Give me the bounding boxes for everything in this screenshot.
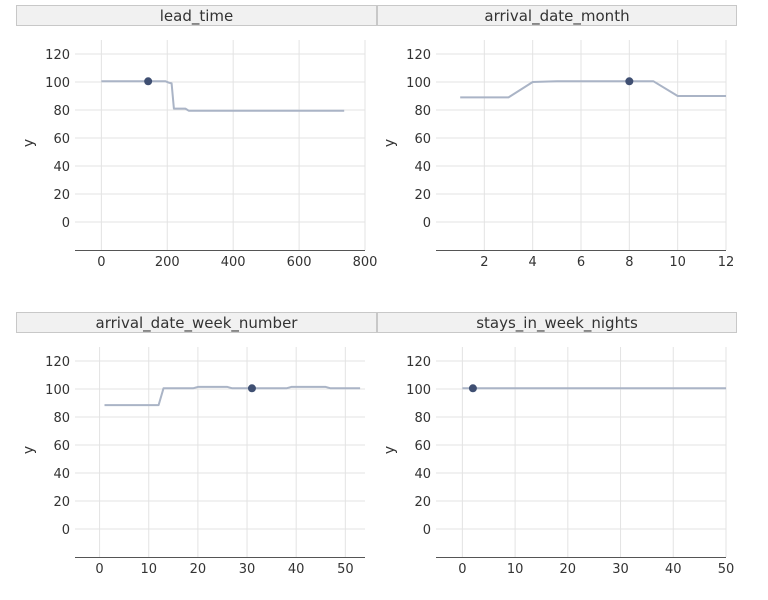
y-axis-label: y <box>21 139 37 147</box>
x-tick-label: 10 <box>669 255 686 270</box>
y-axis-label: y <box>21 446 37 454</box>
x-tick-label: 20 <box>560 562 577 577</box>
y-tick-label: 0 <box>423 523 431 538</box>
x-tick-label: 2 <box>480 255 488 270</box>
y-tick-label: 60 <box>53 439 70 454</box>
x-tick-label: 800 <box>353 255 378 270</box>
y-tick-label: 80 <box>53 104 70 119</box>
x-tick-label: 50 <box>337 562 354 577</box>
y-tick-label: 80 <box>414 104 431 119</box>
chart-panel-4: stays_in_week_nights 0 10 20 30 40 50 0 20 40 60 80… <box>377 312 737 577</box>
facet-strip <box>377 312 737 333</box>
x-tick-label: 200 <box>155 255 180 270</box>
x-tick-label: 600 <box>287 255 312 270</box>
y-tick-label: 40 <box>53 160 70 175</box>
highlight-point <box>625 77 634 86</box>
facet-strip <box>377 5 737 26</box>
facet-title: arrival_date_week_number <box>96 314 299 333</box>
y-tick-label: 20 <box>414 188 431 203</box>
y-tick-label: 0 <box>62 216 70 231</box>
y-axis-label: y <box>382 446 398 454</box>
x-tick-label: 40 <box>288 562 305 577</box>
y-tick-label: 40 <box>53 467 70 482</box>
y-tick-label: 60 <box>414 439 431 454</box>
y-tick-label: 40 <box>414 160 431 175</box>
y-tick-label: 60 <box>414 132 431 147</box>
x-tick-label: 6 <box>577 255 585 270</box>
x-tick-label: 30 <box>612 562 629 577</box>
x-tick-label: 0 <box>458 562 466 577</box>
x-tick-label: 40 <box>665 562 682 577</box>
facet-title: stays_in_week_nights <box>476 314 638 333</box>
x-tick-label: 10 <box>507 562 524 577</box>
y-tick-label: 100 <box>45 76 70 91</box>
y-tick-label: 20 <box>414 495 431 510</box>
series-line <box>104 385 361 407</box>
series-line <box>460 80 726 99</box>
y-tick-label: 120 <box>406 48 431 63</box>
y-tick-label: 0 <box>62 523 70 538</box>
y-tick-label: 100 <box>406 76 431 91</box>
y-tick-label: 20 <box>53 495 70 510</box>
chart-panel-1: lead_time 0 200 400 600 800 0 20 40 60 80 100 120 y <box>16 5 378 270</box>
x-tick-label: 12 <box>718 255 735 270</box>
y-tick-label: 80 <box>414 411 431 426</box>
x-tick-label: 10 <box>140 562 157 577</box>
y-tick-label: 20 <box>53 188 70 203</box>
y-tick-label: 120 <box>45 355 70 370</box>
x-tick-label: 0 <box>97 255 105 270</box>
x-tick-label: 30 <box>239 562 256 577</box>
y-tick-label: 80 <box>53 411 70 426</box>
facet-title: arrival_date_month <box>484 7 629 26</box>
y-tick-label: 0 <box>423 216 431 231</box>
highlight-point <box>468 384 477 393</box>
y-tick-label: 100 <box>406 383 431 398</box>
x-tick-label: 20 <box>190 562 207 577</box>
facet-strip <box>16 312 377 333</box>
y-tick-label: 100 <box>45 383 70 398</box>
facet-title: lead_time <box>160 7 234 26</box>
y-tick-label: 120 <box>406 355 431 370</box>
y-tick-label: 120 <box>45 48 70 63</box>
y-tick-label: 60 <box>53 132 70 147</box>
x-tick-label: 8 <box>625 255 633 270</box>
x-tick-label: 0 <box>95 562 103 577</box>
x-tick-label: 400 <box>221 255 246 270</box>
highlight-point <box>247 384 256 393</box>
x-tick-label: 50 <box>718 562 735 577</box>
facet-strip <box>16 5 377 26</box>
chart-panel-3: arrival_date_week_number 0 10 20 30 40 50 0 20 40… <box>16 312 377 577</box>
x-tick-label: 4 <box>529 255 537 270</box>
y-axis-label: y <box>382 139 398 147</box>
series-line <box>101 80 345 112</box>
y-tick-label: 40 <box>414 467 431 482</box>
highlight-point <box>144 77 153 86</box>
